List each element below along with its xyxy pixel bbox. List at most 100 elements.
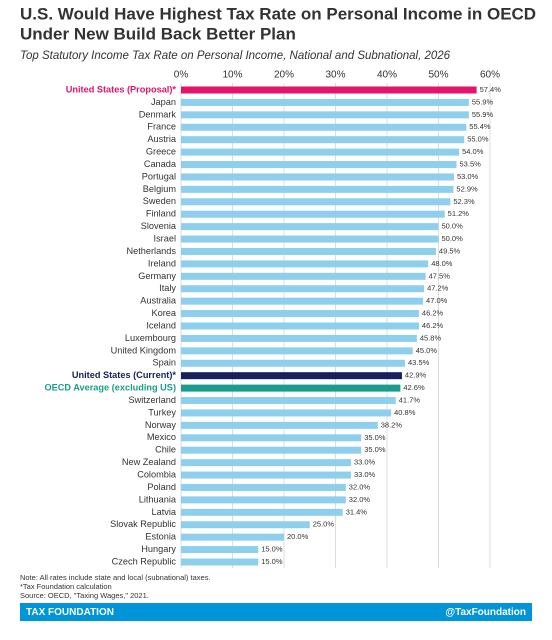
y-tick-label: Finland [146, 209, 176, 219]
y-tick-label: Ireland [148, 258, 176, 268]
value-label: 52.9% [456, 184, 478, 193]
bar [181, 334, 417, 342]
x-tick-label: 40% [377, 70, 397, 81]
bar [181, 198, 451, 206]
value-label: 46.2% [422, 309, 444, 318]
y-tick-label: Switzerland [129, 395, 177, 405]
value-label: 46.2% [422, 321, 444, 330]
value-label: 33.0% [354, 470, 376, 479]
value-label: 20.0% [287, 532, 309, 541]
value-label: 15.0% [261, 557, 283, 566]
y-tick-label: Slovak Republic [110, 519, 176, 529]
bar [181, 359, 406, 367]
value-label: 38.2% [381, 420, 403, 429]
footer-bar [20, 603, 532, 621]
value-label: 50.0% [442, 222, 464, 231]
bar [181, 446, 362, 454]
value-label: 42.6% [403, 383, 425, 392]
bar [181, 123, 467, 131]
value-label: 50.0% [442, 234, 464, 243]
value-label: 51.2% [448, 209, 470, 218]
y-tick-label: Turkey [148, 407, 176, 417]
y-tick-label: Sweden [143, 196, 176, 206]
bar [181, 223, 439, 231]
bar [181, 173, 454, 181]
bar [181, 161, 457, 169]
bar [181, 136, 465, 144]
footer-right: @TaxFoundation [445, 607, 526, 618]
y-tick-label: Germany [138, 271, 176, 281]
y-tick-label: Belgium [143, 184, 177, 194]
y-tick-label: France [147, 122, 176, 132]
chart-subtitle: Top Statutory Income Tax Rate on Persona… [20, 50, 451, 62]
y-tick-label: Australia [140, 296, 177, 306]
value-label: 49.5% [439, 246, 461, 255]
bar [181, 496, 346, 504]
y-tick-label: United States (Current)* [72, 370, 177, 380]
note: Note: All rates include state and local … [20, 573, 211, 582]
x-tick-label: 50% [428, 70, 448, 81]
bar [181, 148, 460, 156]
y-tick-label: Netherlands [126, 246, 176, 256]
value-label: 35.0% [364, 445, 386, 454]
bar [181, 347, 413, 355]
bar [181, 483, 346, 491]
value-label: 40.8% [394, 408, 416, 417]
y-tick-label: New Zealand [122, 457, 176, 467]
value-label: 54.0% [462, 147, 484, 156]
value-label: 55.0% [467, 135, 489, 144]
bar [181, 272, 426, 280]
value-label: 55.9% [472, 110, 494, 119]
x-tick-label: 60% [480, 70, 500, 81]
footer-left: TAX FOUNDATION [26, 607, 114, 618]
y-tick-label: Chile [155, 445, 176, 455]
bar [181, 86, 477, 94]
bar [181, 235, 439, 243]
note: Source: OECD, "Taxing Wages," 2021. [20, 591, 149, 600]
bar [181, 297, 424, 305]
bar [181, 521, 310, 529]
value-label: 48.0% [431, 259, 453, 268]
x-tick-label: 30% [325, 70, 345, 81]
value-label: 42.9% [405, 371, 427, 380]
x-tick-label: 10% [222, 70, 242, 81]
y-tick-label: Austria [147, 134, 176, 144]
value-label: 45.0% [416, 346, 438, 355]
bar [181, 111, 469, 119]
bar [181, 471, 351, 479]
value-label: 45.8% [420, 333, 442, 342]
bar [181, 459, 351, 467]
x-tick-label: 20% [274, 70, 294, 81]
bar [181, 210, 445, 218]
bar [181, 372, 402, 380]
y-tick-label: Israel [154, 233, 176, 243]
value-label: 57.4% [480, 85, 502, 94]
bar [181, 247, 436, 255]
bar [181, 98, 469, 106]
y-tick-label: Slovenia [141, 221, 177, 231]
y-tick-label: Latvia [151, 507, 176, 517]
bar [181, 434, 362, 442]
value-label: 55.4% [469, 122, 491, 131]
y-tick-label: Luxembourg [125, 333, 176, 343]
bar [181, 558, 259, 566]
value-label: 41.7% [399, 396, 421, 405]
bar [181, 260, 429, 268]
value-label: 15.0% [261, 545, 283, 554]
y-tick-label: Mexico [147, 432, 176, 442]
value-label: 25.0% [313, 520, 335, 529]
y-tick-label: OECD Average (excluding US) [44, 383, 176, 393]
value-label: 53.0% [457, 172, 479, 181]
y-tick-label: United Kingdom [111, 345, 177, 355]
bar [181, 310, 419, 318]
y-tick-label: Italy [159, 283, 176, 293]
bar [181, 508, 343, 516]
bar [181, 185, 454, 193]
y-tick-label: Korea [151, 308, 176, 318]
bar [181, 533, 284, 541]
chart-title: U.S. Would Have Highest Tax Rate on Pers… [20, 4, 536, 23]
y-tick-label: Denmark [139, 109, 177, 119]
value-label: 43.5% [408, 358, 430, 367]
value-label: 31.4% [346, 507, 368, 516]
